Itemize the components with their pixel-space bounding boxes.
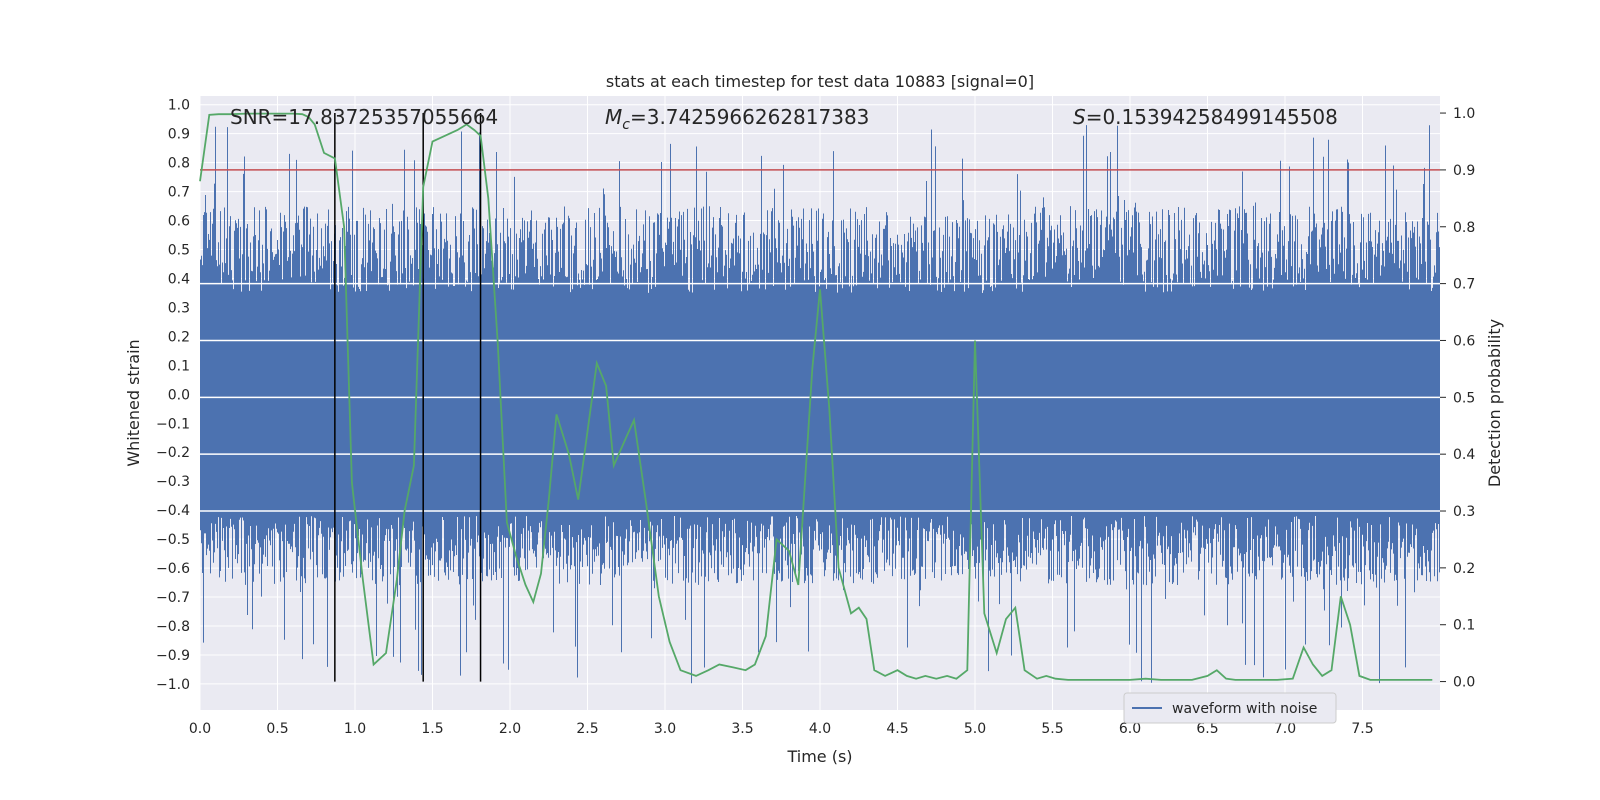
detection-probability-line — [199, 112, 1433, 681]
left-tick-label: −0.9 — [156, 648, 190, 664]
left-tick-label: 0.6 — [168, 214, 190, 230]
chart-title: stats at each timestep for test data 108… — [606, 72, 1034, 91]
left-tick-label: 0.4 — [168, 271, 190, 287]
x-tick-label: 5.5 — [1041, 721, 1063, 737]
chirp-mass-annotation: Mc=3.7425966262817383 — [605, 105, 869, 133]
left-tick-label: −0.4 — [156, 503, 190, 519]
chirp-mass-subscript: c — [622, 117, 630, 133]
x-tick-label: 6.0 — [1119, 721, 1141, 737]
left-tick-label: −1.0 — [156, 677, 190, 693]
right-tick-label: 0.4 — [1453, 447, 1475, 463]
right-tick-label: 0.5 — [1453, 390, 1475, 406]
x-axis-label: Time (s) — [786, 747, 852, 766]
left-axis-ticks: 1.0 0.9 0.8 0.7 0.6 0.5 0.4 0.3 0.2 0.1 0.0 −0.1 −0.… — [156, 98, 190, 693]
right-tick-label: 0.6 — [1453, 333, 1475, 349]
right-tick-label: 0.1 — [1453, 618, 1475, 634]
x-tick-label: 1.0 — [344, 721, 366, 737]
left-tick-label: −0.6 — [156, 561, 190, 577]
left-tick-label: 0.5 — [168, 243, 190, 259]
right-tick-label: 0.3 — [1453, 504, 1475, 520]
x-tick-label: 7.5 — [1351, 721, 1373, 737]
left-tick-label: 0.8 — [168, 156, 190, 172]
left-tick-label: 0.0 — [168, 387, 190, 403]
left-tick-label: −0.1 — [156, 416, 190, 432]
x-tick-label: 6.5 — [1196, 721, 1218, 737]
left-axis-label: Whitened strain — [124, 339, 143, 466]
x-tick-label: 1.5 — [421, 721, 443, 737]
right-axis-label: Detection probability — [1485, 319, 1504, 487]
left-tick-label: −0.2 — [156, 445, 190, 461]
left-tick-label: −0.7 — [156, 590, 190, 606]
right-axis-ticks: 1.0 0.9 0.8 0.7 0.6 0.5 0.4 0.3 0.2 0.1 0.0 — [1440, 106, 1475, 691]
left-tick-label: 1.0 — [168, 98, 190, 114]
x-tick-label: 0.0 — [189, 721, 211, 737]
x-tick-label: 4.5 — [886, 721, 908, 737]
legend-label: waveform with noise — [1172, 701, 1317, 717]
s-symbol: S — [1073, 105, 1086, 129]
x-tick-label: 3.5 — [731, 721, 753, 737]
x-tick-label: 7.0 — [1274, 721, 1296, 737]
left-tick-label: −0.3 — [156, 474, 190, 490]
x-axis-ticks: 0.0 0.5 1.0 1.5 2.0 2.5 3.0 3.5 4.0 4.5 5.0 5.5 6.0 6… — [189, 721, 1374, 737]
right-tick-label: 1.0 — [1453, 106, 1475, 122]
s-value: =0.15394258499145508 — [1086, 105, 1338, 129]
left-tick-label: 0.1 — [168, 358, 190, 374]
left-tick-label: 0.7 — [168, 185, 190, 201]
legend-box — [1123, 692, 1337, 724]
left-tick-label: 0.9 — [168, 127, 190, 143]
x-tick-label: 5.0 — [964, 721, 986, 737]
x-tick-label: 2.5 — [576, 721, 598, 737]
right-tick-label: 0.8 — [1453, 220, 1475, 236]
right-tick-label: 0.2 — [1453, 561, 1475, 577]
x-tick-label: 4.0 — [809, 721, 831, 737]
x-tick-label: 0.5 — [266, 721, 288, 737]
left-tick-label: 0.3 — [168, 300, 190, 316]
left-tick-label: −0.5 — [156, 532, 190, 548]
x-tick-label: 3.0 — [654, 721, 676, 737]
left-tick-label: −0.8 — [156, 619, 190, 635]
chirp-mass-value: =3.7425966262817383 — [630, 105, 869, 129]
snr-annotation: SNR=17.83725357055664 — [230, 105, 498, 129]
left-tick-label: 0.2 — [168, 329, 190, 345]
s-annotation: S=0.15394258499145508 — [1073, 105, 1338, 129]
waveform-band-gridlines — [200, 282, 1440, 512]
chirp-mass-symbol: M — [605, 105, 622, 129]
right-tick-label: 0.7 — [1453, 277, 1475, 293]
right-tick-label: 0.9 — [1453, 163, 1475, 179]
legend: waveform with noise — [1123, 692, 1337, 724]
right-tick-label: 0.0 — [1453, 675, 1475, 691]
x-tick-label: 2.0 — [499, 721, 521, 737]
